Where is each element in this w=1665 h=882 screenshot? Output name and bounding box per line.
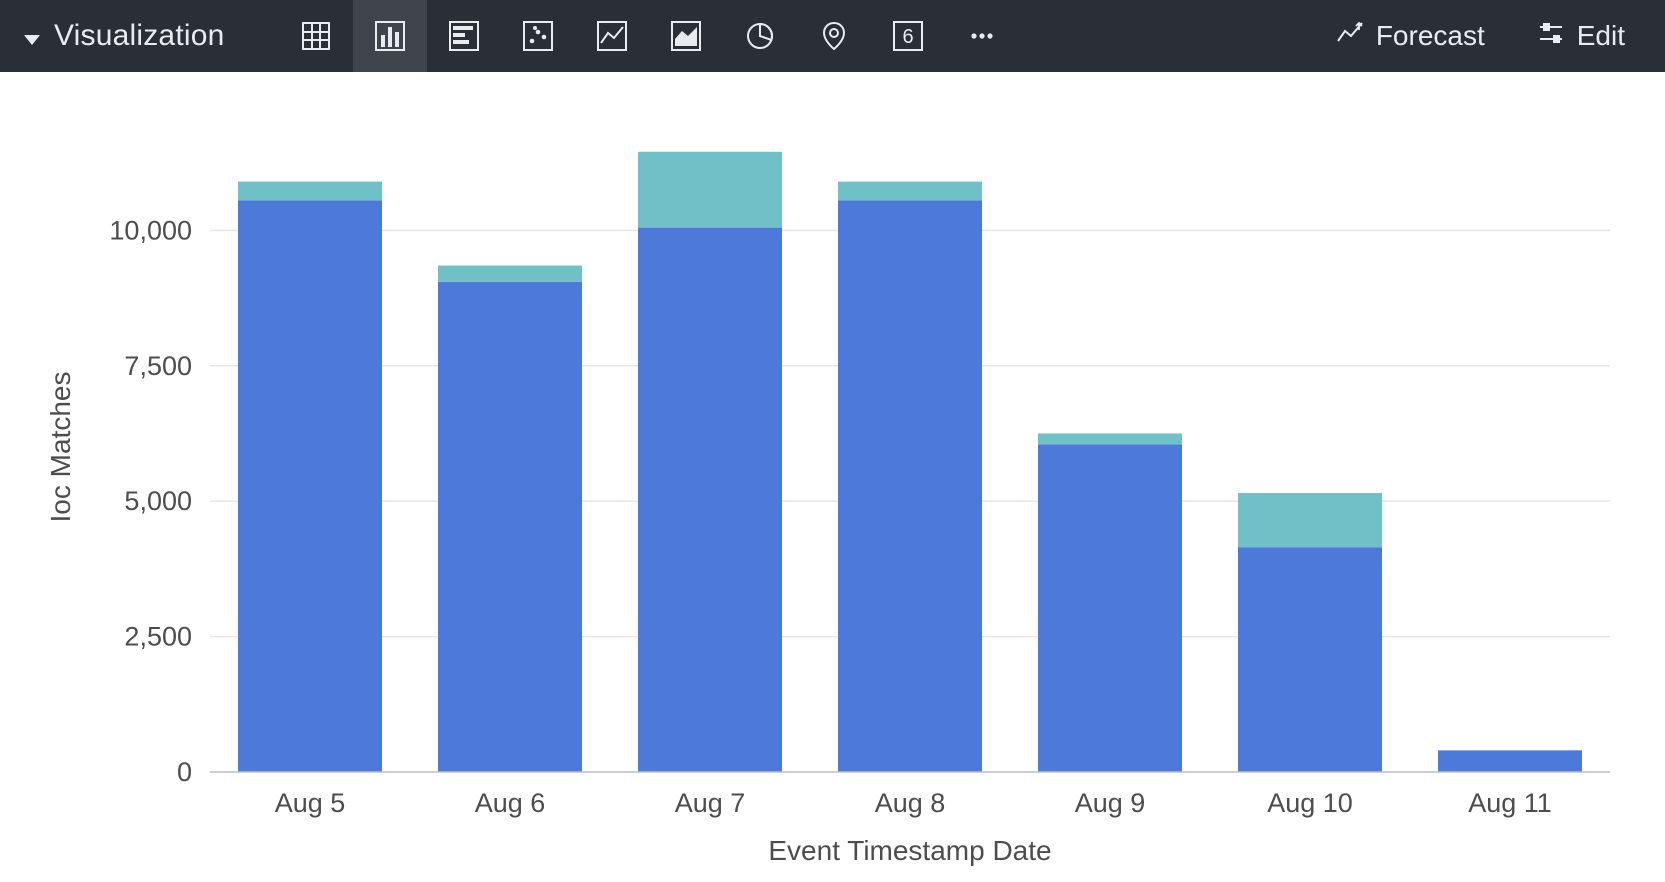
x-tick-label: Aug 8 [875,788,946,818]
scatter-icon[interactable] [501,0,575,72]
forecast-label: Forecast [1376,20,1485,52]
y-tick-label: 2,500 [124,622,192,652]
bar-segment[interactable] [1038,444,1182,772]
y-tick-label: 0 [177,757,192,787]
bar-segment[interactable] [238,201,382,772]
line-chart-icon[interactable] [575,0,649,72]
edit-label: Edit [1577,20,1625,52]
x-tick-label: Aug 7 [675,788,746,818]
forecast-icon [1336,19,1364,54]
bar-segment[interactable] [1438,750,1582,772]
edit-button[interactable]: Edit [1511,0,1651,72]
caret-down-icon [24,21,40,52]
bar-segment[interactable] [438,282,582,772]
area-chart-icon[interactable] [649,0,723,72]
x-tick-label: Aug 10 [1267,788,1353,818]
visualization-toolbar: Visualization 6 Forecast Edit [0,0,1665,72]
x-axis-title: Event Timestamp Date [768,835,1051,866]
visualization-dropdown[interactable]: Visualization [20,0,249,72]
y-axis-title: Ioc Matches [45,372,76,523]
x-tick-label: Aug 9 [1075,788,1146,818]
y-tick-label: 7,500 [124,351,192,381]
more-icon[interactable] [945,0,1019,72]
bar-chart-icon[interactable] [427,0,501,72]
x-tick-label: Aug 11 [1468,788,1552,818]
visualization-dropdown-label: Visualization [54,19,225,53]
sliders-icon [1537,19,1565,54]
x-tick-label: Aug 5 [275,788,346,818]
bar-segment[interactable] [1238,547,1382,772]
bar-segment[interactable] [1038,433,1182,444]
y-tick-label: 10,000 [109,215,192,245]
bar-segment[interactable] [838,182,982,201]
ioc-matches-chart: 0 2,500 5,000 7,500 10,000 Aug 5 Aug 6 Aug 7 Aug… [0,72,1665,882]
svg-text:6: 6 [902,26,913,48]
bar-segment[interactable] [438,266,582,282]
x-tick-label: Aug 6 [475,788,546,818]
map-pin-icon[interactable] [797,0,871,72]
single-value-icon[interactable]: 6 [871,0,945,72]
y-tick-label: 5,000 [124,486,192,516]
bar-segment[interactable] [638,228,782,772]
bar-segment[interactable] [638,152,782,228]
bar-segment[interactable] [1238,493,1382,547]
chart-container: 0 2,500 5,000 7,500 10,000 Aug 5 Aug 6 Aug 7 Aug… [0,72,1665,882]
bar-segment[interactable] [838,201,982,772]
bar-segment[interactable] [238,182,382,201]
chart-type-icons: 6 [279,0,1019,72]
table-icon[interactable] [279,0,353,72]
pie-chart-icon[interactable] [723,0,797,72]
column-chart-icon[interactable] [353,0,427,72]
forecast-button[interactable]: Forecast [1310,0,1511,72]
